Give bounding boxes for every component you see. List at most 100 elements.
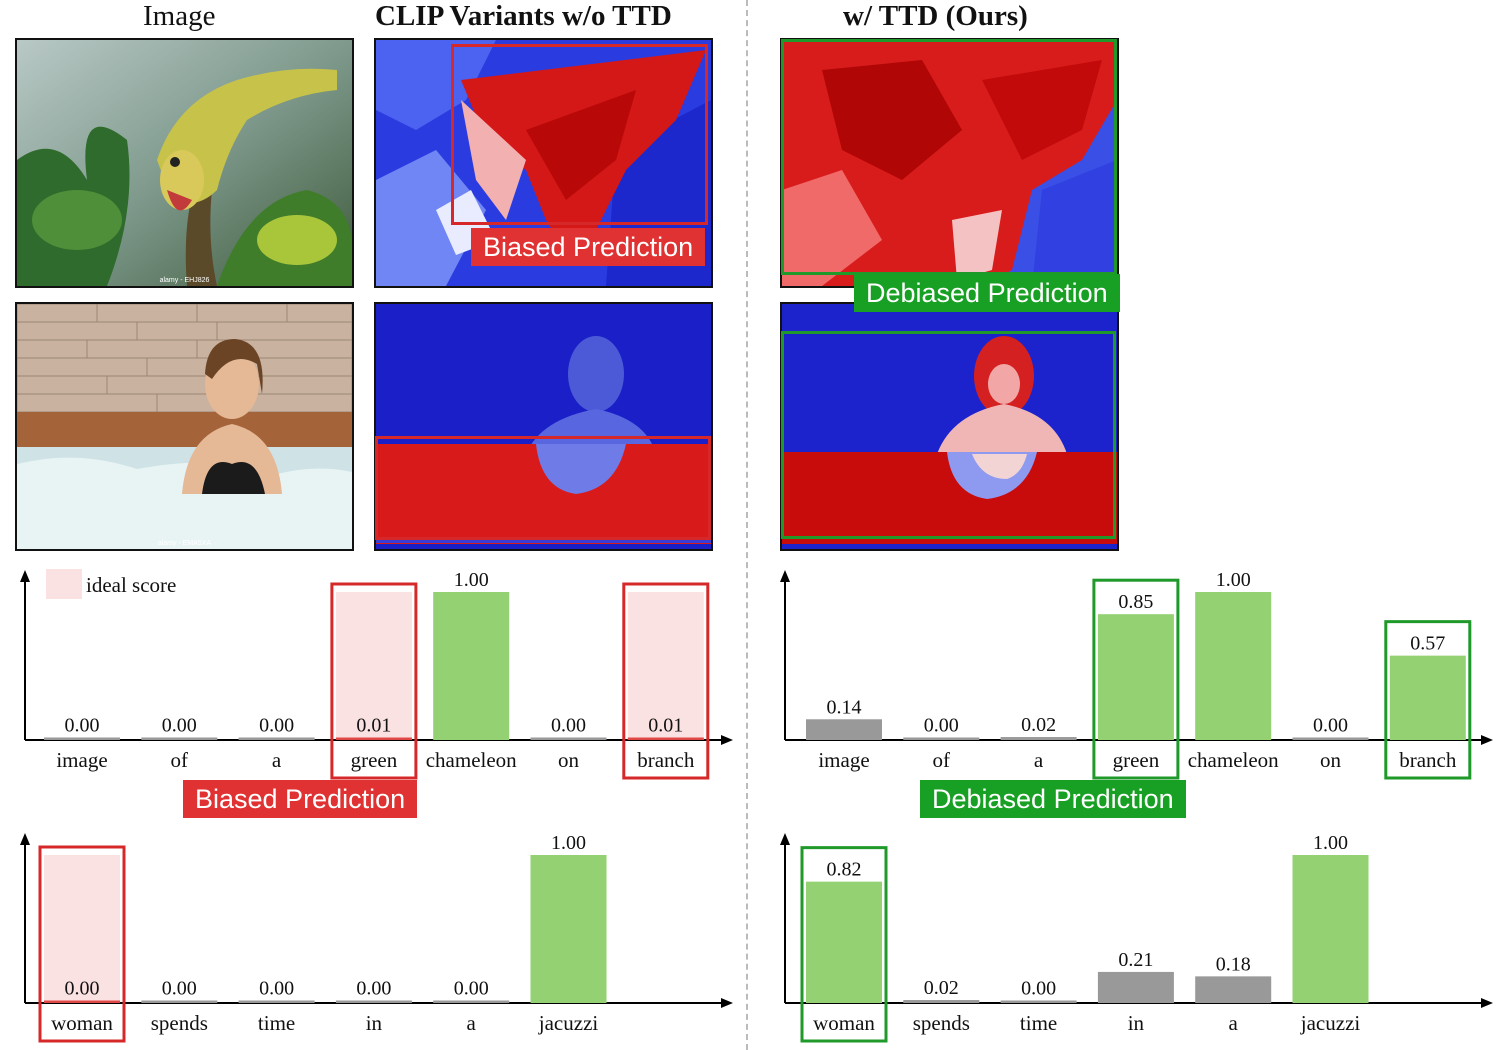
bar-jacuzzi: [530, 855, 607, 1003]
woman-photo: alamy - EMA5XA: [15, 302, 354, 551]
bar-spends: [141, 1000, 218, 1003]
value-label-spends: 0.00: [162, 978, 197, 1000]
bar-spends: [903, 1000, 980, 1003]
value-label-in: 0.21: [1118, 949, 1153, 971]
value-label-a: 0.02: [1021, 714, 1056, 736]
bar-on: [530, 737, 607, 740]
header-ours: w/ TTD (Ours): [843, 0, 1028, 32]
value-label-woman: 0.00: [65, 978, 100, 1000]
ideal-score-swatch: [46, 569, 82, 599]
chart-woman-baseline: 0.00 woman 0.00 spends 0.00 time 0.00 in 0.00 a 1.…: [20, 832, 733, 1043]
category-label-green: green: [1113, 748, 1160, 772]
biased-prediction-tag: Biased Prediction: [471, 228, 706, 266]
header-image: Image: [143, 0, 216, 32]
ideal-score-bar: [44, 855, 120, 1003]
category-label-time: time: [258, 1011, 295, 1035]
category-label-spends: spends: [151, 1011, 208, 1035]
category-label-branch: branch: [637, 748, 695, 772]
heatmap-chameleon-ours: [780, 38, 1119, 288]
value-label-spends: 0.02: [924, 977, 959, 999]
chameleon-watermark: alamy - EHJ826: [159, 277, 210, 284]
bar-jacuzzi: [1292, 855, 1369, 1003]
bar-chameleon: [1195, 592, 1272, 740]
bar-image: [44, 737, 120, 740]
category-label-a: a: [467, 1011, 477, 1035]
category-label-of: of: [171, 748, 189, 772]
bar-woman: [44, 1000, 120, 1003]
heatmap-chameleon-ours-art: [782, 40, 1117, 286]
bar-green: [335, 737, 412, 740]
category-label-image: image: [56, 748, 107, 772]
heatmap-woman-baseline: [374, 302, 713, 551]
value-label-chameleon: 1.00: [454, 569, 489, 591]
category-label-woman: woman: [813, 1011, 875, 1035]
bar-branch: [1389, 655, 1466, 740]
biased-region-box-2: [375, 436, 711, 540]
category-label-of: of: [933, 748, 951, 772]
category-label-green: green: [351, 748, 398, 772]
category-label-branch: branch: [1399, 748, 1457, 772]
value-label-time: 0.00: [1021, 978, 1056, 1000]
x-axis-arrow: [1481, 735, 1493, 745]
category-label-chameleon: chameleon: [426, 748, 517, 772]
value-label-green: 0.01: [356, 715, 391, 737]
x-axis-arrow: [721, 998, 733, 1008]
bar-a: [1195, 976, 1272, 1003]
value-label-image: 0.00: [65, 715, 100, 737]
ideal-score-label: ideal score: [86, 573, 177, 597]
ideal-score-bar: [627, 592, 704, 740]
category-label-in: in: [366, 1011, 383, 1035]
bar-of: [903, 737, 980, 740]
value-label-chameleon: 1.00: [1216, 569, 1251, 591]
value-label-image: 0.14: [827, 696, 862, 718]
highlight-box-branch: [1384, 620, 1472, 780]
bar-of: [141, 737, 218, 740]
x-axis-arrow: [721, 735, 733, 745]
chart-woman-ours: 0.82 woman 0.02 spends 0.00 time 0.21 in 0.18 a 1.…: [780, 832, 1493, 1043]
category-label-time: time: [1020, 1011, 1057, 1035]
category-label-on: on: [558, 748, 580, 772]
category-label-woman: woman: [51, 1011, 113, 1035]
bar-a: [433, 1000, 510, 1003]
debiased-region-box: [781, 39, 1117, 275]
category-label-a: a: [272, 748, 282, 772]
debiased-region-box-2: [781, 331, 1116, 539]
chameleon-photo: alamy - EHJ826: [15, 38, 354, 288]
value-label-a: 0.00: [454, 978, 489, 1000]
highlight-box-woman: [800, 846, 888, 1043]
y-axis-arrow: [20, 833, 30, 845]
bar-green: [1097, 614, 1174, 740]
value-label-of: 0.00: [162, 715, 197, 737]
highlight-box-green: [330, 582, 418, 780]
column-divider: [746, 0, 748, 1050]
value-label-green: 0.85: [1118, 591, 1153, 613]
bar-woman: [806, 881, 882, 1003]
category-label-jacuzzi: jacuzzi: [1300, 1011, 1361, 1035]
heatmap-woman-ours: [780, 302, 1119, 551]
value-label-on: 0.00: [1313, 715, 1348, 737]
category-label-a: a: [1034, 748, 1044, 772]
bar-in: [335, 1000, 412, 1003]
chart-chameleon-ours: 0.14 image 0.00 of 0.02 a 0.85 green 1.00 chamele…: [780, 569, 1493, 780]
header-baseline: CLIP Variants w/o TTD: [375, 0, 672, 32]
bar-on: [1292, 737, 1369, 740]
value-label-of: 0.00: [924, 715, 959, 737]
value-label-jacuzzi: 1.00: [1313, 832, 1348, 854]
highlight-box-woman: [38, 845, 126, 1043]
y-axis-arrow: [780, 570, 790, 582]
value-label-woman: 0.82: [827, 859, 862, 881]
value-label-a: 0.18: [1216, 953, 1251, 975]
y-axis-arrow: [780, 833, 790, 845]
x-axis-arrow: [1481, 998, 1493, 1008]
category-label-a: a: [1229, 1011, 1239, 1035]
bar-chameleon: [433, 592, 510, 740]
heatmap-woman-ours-art: [782, 304, 1117, 549]
chart-chameleon-baseline: 0.00 image 0.00 of 0.00 a 0.01 green 1.00 chamele…: [20, 569, 733, 780]
bar-time: [238, 1000, 315, 1003]
value-label-a: 0.00: [259, 715, 294, 737]
bar-image: [806, 719, 882, 740]
value-label-branch: 0.57: [1410, 633, 1445, 655]
value-label-in: 0.00: [356, 978, 391, 1000]
ideal-score-bar: [335, 592, 412, 740]
value-label-jacuzzi: 1.00: [551, 832, 586, 854]
